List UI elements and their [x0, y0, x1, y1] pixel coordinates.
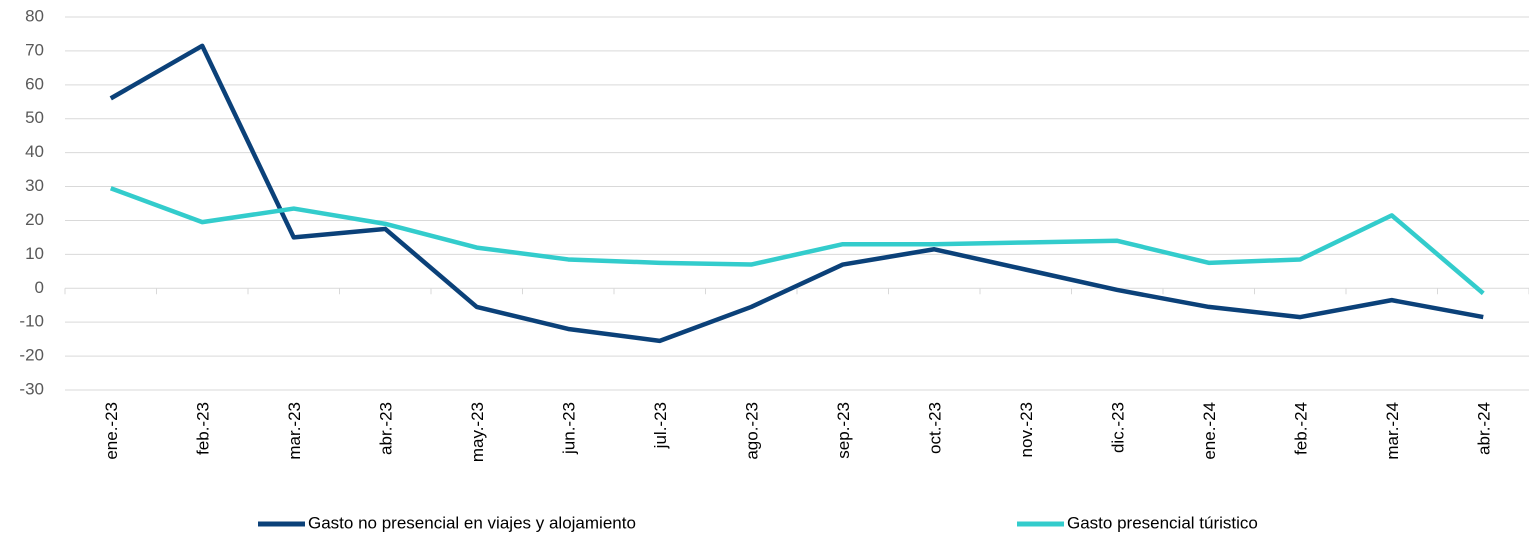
- x-tick-label: abr.-23: [376, 402, 395, 455]
- x-tick-label: ene.-23: [102, 402, 121, 460]
- y-tick-label: 20: [25, 210, 44, 229]
- y-tick-label: 30: [25, 176, 44, 195]
- x-tick-label: mar.-23: [285, 402, 304, 460]
- x-tick-label: jul.-23: [651, 402, 670, 449]
- y-tick-label: 10: [25, 244, 44, 263]
- y-tick-label: -20: [19, 346, 44, 365]
- y-tick-label: 0: [35, 278, 44, 297]
- x-tick-label: nov.-23: [1017, 402, 1036, 457]
- x-tick-label: jun.-23: [559, 402, 578, 455]
- y-tick-label: 80: [25, 6, 44, 25]
- x-tick-label: dic.-23: [1108, 402, 1127, 453]
- x-tick-label: feb.-24: [1291, 402, 1310, 455]
- y-tick-label: 50: [25, 108, 44, 127]
- y-tick-label: 40: [25, 142, 44, 161]
- legend-label: Gasto no presencial en viajes y alojamie…: [308, 513, 636, 532]
- y-tick-label: -30: [19, 379, 44, 398]
- y-tick-label: 60: [25, 74, 44, 93]
- x-tick-label: mar.-24: [1383, 402, 1402, 460]
- x-tick-label: oct.-23: [925, 402, 944, 454]
- y-tick-label: 70: [25, 40, 44, 59]
- series-line: [109, 186, 1485, 296]
- x-tick-label: abr.-24: [1474, 402, 1493, 455]
- series-line: [109, 43, 1484, 344]
- x-tick-label: may.-23: [468, 402, 487, 462]
- x-tick-label: feb.-23: [193, 402, 212, 455]
- legend-label: Gasto presencial túristico: [1067, 513, 1258, 532]
- x-tick-label: ago.-23: [742, 402, 761, 460]
- y-tick-label: -10: [19, 312, 44, 331]
- x-tick-label: sep.-23: [834, 402, 853, 459]
- x-tick-label: ene.-24: [1200, 402, 1219, 460]
